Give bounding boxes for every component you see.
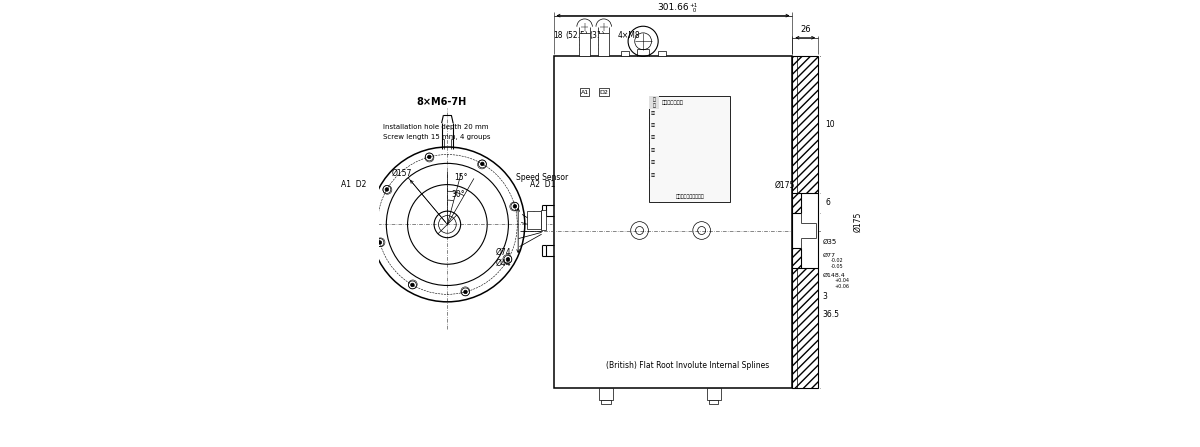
- Text: (31): (31): [589, 31, 605, 40]
- Bar: [354, 211, 368, 229]
- Text: 15°: 15°: [454, 173, 468, 182]
- Bar: [792, 56, 818, 388]
- Circle shape: [514, 205, 517, 208]
- Bar: [792, 56, 818, 193]
- Bar: [649, 96, 659, 109]
- Text: 直流串励电动机: 直流串励电动机: [661, 100, 683, 105]
- Bar: [580, 34, 590, 56]
- Text: (52.5): (52.5): [565, 31, 588, 40]
- Bar: [599, 88, 608, 96]
- Bar: [553, 56, 792, 388]
- Text: Speed Sensor: Speed Sensor: [516, 173, 569, 181]
- Text: Ø175: Ø175: [853, 212, 863, 232]
- Bar: [541, 210, 546, 230]
- Text: +1: +1: [690, 3, 698, 8]
- Circle shape: [463, 290, 467, 294]
- Text: 3: 3: [822, 292, 827, 301]
- Circle shape: [385, 188, 389, 191]
- Bar: [709, 400, 719, 404]
- Text: 26: 26: [800, 25, 810, 34]
- Text: A1  D2: A1 D2: [341, 180, 366, 189]
- Circle shape: [506, 257, 510, 261]
- Circle shape: [427, 155, 431, 159]
- Text: 同
驰: 同 驰: [653, 97, 655, 108]
- Bar: [580, 88, 589, 96]
- Text: Screw length 15 mm, 4 groups: Screw length 15 mm, 4 groups: [383, 134, 491, 140]
- Text: 8×M6-7H: 8×M6-7H: [416, 97, 467, 107]
- Text: 10: 10: [826, 120, 835, 129]
- Text: 30°: 30°: [452, 190, 466, 199]
- Text: -0.05: -0.05: [830, 264, 844, 269]
- Text: 电压: 电压: [650, 123, 655, 127]
- Text: 0: 0: [691, 8, 696, 13]
- Bar: [649, 96, 731, 202]
- Circle shape: [480, 162, 484, 166]
- Text: Ø148.4: Ø148.4: [822, 273, 845, 278]
- Text: Ø44: Ø44: [496, 259, 511, 268]
- Text: 电流: 电流: [650, 148, 655, 152]
- Text: +0.06: +0.06: [834, 284, 850, 289]
- Text: -0.02: -0.02: [830, 258, 844, 263]
- Bar: [620, 51, 629, 56]
- Text: 36.5: 36.5: [822, 310, 840, 319]
- Text: D2: D2: [599, 90, 608, 95]
- Text: Ø175: Ø175: [775, 181, 796, 190]
- Text: 4×M8: 4×M8: [618, 31, 641, 40]
- Circle shape: [410, 283, 414, 287]
- Circle shape: [378, 241, 382, 244]
- Text: 功率: 功率: [650, 135, 655, 139]
- Text: A1: A1: [581, 90, 589, 95]
- Text: 301.66: 301.66: [658, 3, 689, 12]
- Bar: [598, 34, 610, 56]
- Bar: [707, 388, 721, 400]
- Bar: [527, 211, 541, 229]
- Bar: [601, 400, 611, 404]
- Text: Ø77: Ø77: [822, 253, 835, 258]
- Text: 型号: 型号: [650, 111, 655, 115]
- Bar: [792, 268, 818, 388]
- Bar: [359, 210, 365, 230]
- Bar: [658, 51, 666, 56]
- Text: 重量: 重量: [650, 173, 655, 177]
- Text: 转速: 转速: [650, 160, 655, 164]
- Bar: [599, 388, 613, 400]
- Text: Ø35: Ø35: [822, 239, 836, 245]
- Text: +0.04: +0.04: [834, 278, 850, 283]
- Text: 18: 18: [553, 31, 563, 40]
- Text: 芝湖同驰机电有限公司: 芝湖同驰机电有限公司: [676, 194, 704, 199]
- Text: A2  D1: A2 D1: [530, 180, 556, 189]
- Text: 6: 6: [826, 198, 830, 207]
- Text: Installation hole depth 20 mm: Installation hole depth 20 mm: [383, 124, 488, 131]
- Text: Ø157: Ø157: [392, 169, 413, 178]
- Bar: [792, 193, 802, 213]
- Text: (British) Flat Root Involute Internal Splines: (British) Flat Root Involute Internal Sp…: [606, 361, 769, 370]
- Bar: [792, 248, 802, 268]
- Text: Ø74: Ø74: [496, 248, 511, 257]
